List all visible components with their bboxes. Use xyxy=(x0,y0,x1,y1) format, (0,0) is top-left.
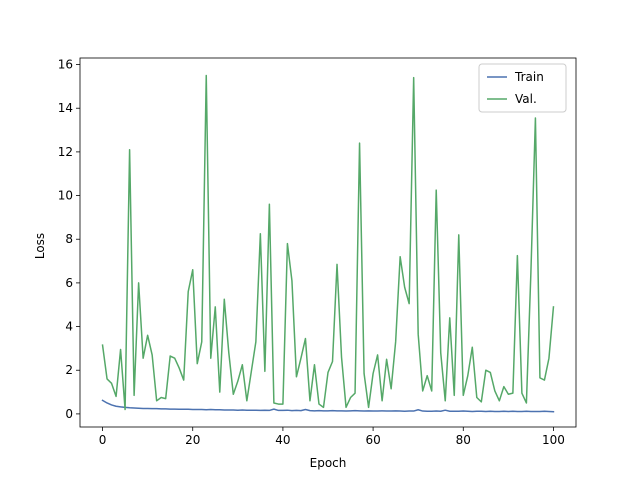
series-line-val xyxy=(101,74,555,411)
x-tick-label: 40 xyxy=(275,433,290,447)
plot-area xyxy=(79,57,577,428)
x-tick-label: 20 xyxy=(185,433,200,447)
x-tick-label: 0 xyxy=(99,433,107,447)
legend-box xyxy=(478,63,567,113)
y-tick-label: 10 xyxy=(58,189,73,203)
y-axis-label: Loss xyxy=(33,233,47,259)
y-tick-label: 6 xyxy=(65,276,73,290)
y-tick-label: 0 xyxy=(65,407,73,421)
x-tick-label: 60 xyxy=(365,433,380,447)
y-tick-label: 4 xyxy=(65,320,73,334)
x-tick-label: 80 xyxy=(456,433,471,447)
series-line-train xyxy=(101,399,555,413)
y-tick-label: 14 xyxy=(58,101,73,115)
y-tick-label: 12 xyxy=(58,145,73,159)
y-axis-ticks: 0 2 4 6 8 10 12 14 16 xyxy=(58,58,80,421)
legend: Train Val. xyxy=(478,63,567,113)
legend-label-train: Train xyxy=(514,70,544,84)
legend-label-val: Val. xyxy=(515,92,537,106)
x-axis-ticks: 0 20 40 60 80 100 xyxy=(99,427,565,447)
y-tick-label: 16 xyxy=(58,58,73,72)
y-tick-label: 8 xyxy=(65,232,73,246)
x-axis-label: Epoch xyxy=(310,456,347,470)
x-tick-label: 100 xyxy=(542,433,565,447)
plot-frame xyxy=(79,57,577,428)
y-tick-label: 2 xyxy=(65,363,73,377)
